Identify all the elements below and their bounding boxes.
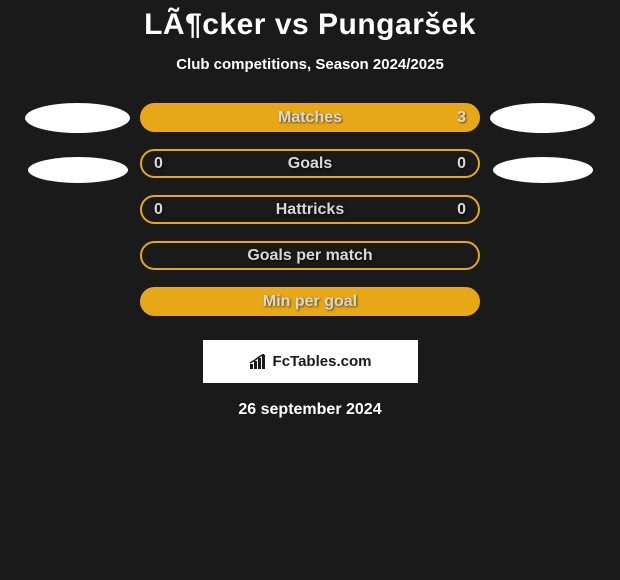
stat-row: 0 Goals 0 [140,149,480,178]
stat-label: Hattricks [276,201,344,219]
stat-row: Min per goal [140,287,480,316]
right-avatar-placeholder-1 [490,103,595,133]
right-avatar-placeholder-2 [493,157,593,183]
page-title: LÃ¶cker vs Pungaršek [144,8,476,42]
logo-box[interactable]: FcTables.com [203,340,418,383]
stat-label: Goals per match [247,247,372,265]
main-container: LÃ¶cker vs Pungaršek Club competitions, … [0,0,620,419]
stat-label: Goals [288,155,332,173]
stat-rows: Matches 3 0 Goals 0 0 Hattricks 0 Goals per matc… [140,103,480,316]
date-label: 26 september 2024 [238,401,381,419]
right-avatar-col [480,103,605,207]
left-avatar-placeholder-2 [28,157,128,183]
stat-left-value: 0 [154,201,163,219]
stat-right-value: 3 [457,109,466,127]
stat-left-value: 0 [154,155,163,173]
chart-icon [249,354,269,370]
stats-area: Matches 3 0 Goals 0 0 Hattricks 0 Goals per matc… [0,103,620,316]
stat-right-value: 0 [457,201,466,219]
stat-row: Goals per match [140,241,480,270]
stat-label: Matches [278,109,342,127]
subtitle: Club competitions, Season 2024/2025 [176,56,444,73]
stat-row: 0 Hattricks 0 [140,195,480,224]
stat-right-value: 0 [457,155,466,173]
stat-label: Min per goal [263,293,357,311]
logo-text: FcTables.com [273,353,372,370]
left-avatar-placeholder-1 [25,103,130,133]
stat-row: Matches 3 [140,103,480,132]
logo-content: FcTables.com [249,353,372,370]
left-avatar-col [15,103,140,207]
